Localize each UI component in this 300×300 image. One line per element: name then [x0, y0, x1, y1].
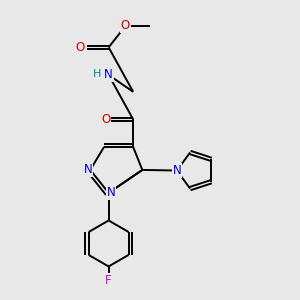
Text: N: N — [83, 164, 92, 176]
Text: N: N — [172, 164, 181, 177]
Text: O: O — [101, 113, 110, 126]
Text: O: O — [121, 20, 130, 32]
Text: N: N — [107, 186, 116, 200]
Text: N: N — [104, 68, 113, 81]
Text: O: O — [76, 41, 85, 54]
Text: F: F — [105, 274, 112, 287]
Text: O: O — [76, 41, 86, 54]
Text: H: H — [93, 69, 101, 79]
Text: O: O — [121, 20, 130, 32]
